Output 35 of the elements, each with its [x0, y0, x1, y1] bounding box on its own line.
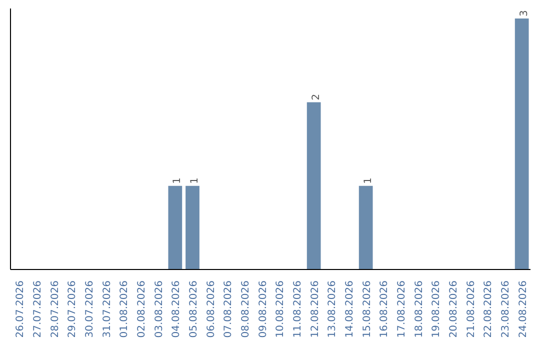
x-tick-label: 24.08.2026 — [518, 280, 529, 338]
data-label: 2 — [310, 94, 322, 100]
x-tick-label: 04.08.2026 — [171, 280, 182, 338]
x-tick-label: 05.08.2026 — [188, 280, 200, 338]
x-tick-label: 30.07.2026 — [84, 280, 96, 338]
data-label: 3 — [518, 10, 530, 17]
x-tick-label: 17.08.2026 — [396, 280, 408, 338]
x-tick-label: 27.07.2026 — [32, 280, 44, 338]
x-tick-label: 21.08.2026 — [466, 280, 477, 338]
x-tick-label: 22.08.2026 — [483, 280, 494, 338]
x-tick-label: 28.07.2026 — [50, 280, 61, 338]
data-label: 1 — [362, 177, 374, 184]
x-tick-label: 18.08.2026 — [414, 280, 425, 338]
x-tick-label: 06.08.2026 — [206, 280, 217, 338]
x-tick-label: 23.08.2026 — [500, 280, 512, 338]
x-tick-label: 10.08.2026 — [275, 280, 286, 338]
data-label: 1 — [172, 177, 184, 184]
x-tick-label: 26.07.2026 — [15, 280, 26, 338]
x-tick-label: 07.08.2026 — [223, 280, 234, 338]
x-tick-label: 13.08.2026 — [327, 280, 338, 338]
x-tick-label: 02.08.2026 — [136, 280, 148, 338]
x-tick-label: 16.08.2026 — [379, 280, 390, 338]
x-tick-label: 15.08.2026 — [362, 280, 373, 338]
data-label: 1 — [190, 177, 200, 184]
x-tick-label: 03.08.2026 — [154, 280, 165, 338]
x-tick-label: 14.08.2026 — [344, 280, 356, 338]
x-tick-label: 11.08.2026 — [292, 280, 304, 338]
x-tick-label: 31.07.2026 — [102, 280, 113, 338]
x-tick-label: 29.07.2026 — [67, 280, 78, 338]
x-tick-label: 09.08.2026 — [258, 280, 269, 338]
x-tick-label: 19.08.2026 — [431, 280, 442, 338]
x-tick-label: 20.08.2026 — [448, 280, 460, 338]
x-tick-label: 01.08.2026 — [119, 280, 130, 338]
x-tick-label: 12.08.2026 — [310, 280, 321, 338]
x-tick-label: 08.08.2026 — [240, 280, 252, 338]
